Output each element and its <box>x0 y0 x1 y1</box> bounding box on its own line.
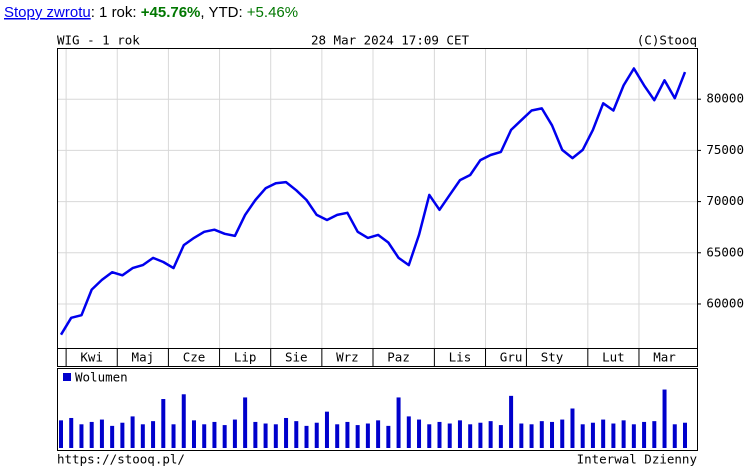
volume-bar <box>539 421 544 448</box>
month-band <box>57 348 698 367</box>
volume-bar <box>355 425 360 448</box>
volume-bar <box>376 420 381 448</box>
volume-bar <box>437 421 442 448</box>
volume-bar <box>468 424 473 448</box>
volume-bar <box>181 394 186 448</box>
volume-bar <box>683 422 687 448</box>
volume-bar <box>140 424 145 448</box>
x-tick-label: Lut <box>602 350 625 365</box>
volume-frame <box>57 368 698 451</box>
volume-bar <box>621 420 626 448</box>
volume-bar <box>171 424 176 448</box>
volume-bar <box>386 425 391 448</box>
volume-bar <box>509 395 514 448</box>
chart-title: WIG - 1 rok <box>57 33 140 48</box>
volume-bar <box>324 411 329 448</box>
return-1y: +45.76% <box>141 4 201 21</box>
volume-bar <box>99 419 104 448</box>
returns-link[interactable]: Stopy zwrotu <box>4 4 91 21</box>
volume-bar <box>662 389 667 448</box>
price-line <box>59 67 687 336</box>
legend-swatch <box>63 373 71 381</box>
volume-bar <box>529 424 534 448</box>
volume-bar <box>396 397 401 448</box>
volume-bar <box>550 421 555 448</box>
y-tick-label: 80000 <box>706 91 744 106</box>
footer-url: https://stooq.pl/ <box>57 452 185 467</box>
x-tick-label: Cze <box>183 350 206 365</box>
volume-bar <box>345 421 350 448</box>
volume-bar <box>498 425 503 448</box>
footer-interval: Interwal Dzienny <box>577 452 698 467</box>
volume-bar <box>284 417 289 448</box>
volume-bar <box>304 425 309 448</box>
volume-bar <box>151 421 156 448</box>
volume-bar <box>652 421 657 448</box>
x-tick-label: Maj <box>132 350 155 365</box>
volume-bar <box>335 424 340 448</box>
volume-bar <box>273 424 278 448</box>
return-ytd: +5.46% <box>247 4 298 21</box>
x-tick-label: Lip <box>234 350 257 365</box>
y-tick-label: 65000 <box>706 244 744 259</box>
volume-bar <box>672 424 677 448</box>
volume-bar <box>161 399 166 448</box>
volume-bar <box>253 421 258 448</box>
volume-bar <box>69 417 74 448</box>
volume-bar <box>294 421 299 448</box>
volume-bar <box>642 421 647 448</box>
volume-bar <box>427 424 432 448</box>
x-tick-label: Kwi <box>80 350 103 365</box>
x-tick-label: Paz <box>387 350 410 365</box>
volume-bar <box>212 421 217 448</box>
volume-bar <box>232 419 237 448</box>
plot-layer: 60000 65000 70000 75000 80000 Kwi Maj Cze Lip Sie… <box>57 48 744 448</box>
volume-bar <box>611 423 616 448</box>
y-tick-label: 70000 <box>706 193 744 208</box>
volume-bar <box>488 421 493 448</box>
x-tick-label: Wrz <box>336 350 359 365</box>
x-tick-label: Lis <box>449 350 472 365</box>
y-tick-label: 60000 <box>706 295 744 310</box>
volume-bar <box>560 419 565 448</box>
x-tick-label: Sty <box>541 350 564 365</box>
x-tick-label: Mar <box>653 350 676 365</box>
volume-bar <box>110 425 115 448</box>
x-tick-label: Gru <box>500 350 523 365</box>
volume-bar <box>447 423 452 448</box>
volume-bar <box>222 425 227 448</box>
legend-label: Wolumen <box>75 370 128 385</box>
volume-bar <box>580 424 585 448</box>
chart-date: 28 Mar 2024 17:09 CET <box>311 33 470 48</box>
volume-bar <box>202 424 207 448</box>
volume-bar <box>263 423 268 448</box>
volume-bar <box>457 420 462 448</box>
volume-bar <box>314 422 319 448</box>
volume-bar <box>89 421 94 448</box>
volume-bar <box>601 419 606 448</box>
chart-source: (C)Stooq <box>637 33 697 48</box>
volume-bar <box>590 422 595 448</box>
volume-bar <box>417 419 422 448</box>
volume-bar <box>631 424 636 448</box>
volume-bar <box>130 416 135 448</box>
volume-bar <box>79 424 84 448</box>
volume-bar <box>519 423 524 448</box>
volume-bar <box>120 422 125 448</box>
volume-bar <box>478 422 483 448</box>
volume-bar <box>570 408 575 448</box>
header-text: , YTD: <box>200 4 246 21</box>
x-tick-label: Sie <box>285 350 308 365</box>
y-tick-label: 75000 <box>706 142 744 157</box>
returns-header: Stopy zwrotu: 1 rok: +45.76%, YTD: +5.46… <box>4 4 298 21</box>
header-text: : 1 rok: <box>91 4 141 21</box>
volume-bar <box>406 416 411 448</box>
volume-bar <box>365 423 370 448</box>
volume-bar <box>191 420 196 448</box>
volume-bar <box>59 420 63 448</box>
volume-bar <box>243 397 248 448</box>
